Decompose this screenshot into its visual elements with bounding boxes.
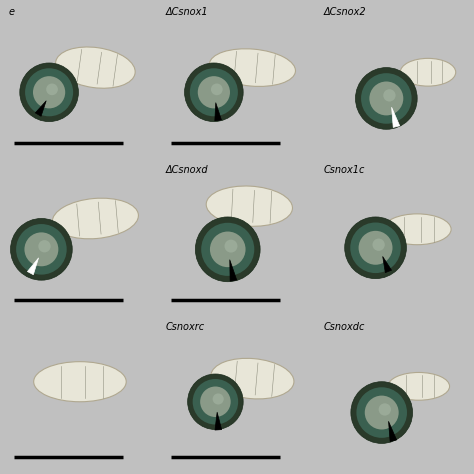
Circle shape [20,63,78,122]
Text: Csnoxrc: Csnoxrc [166,321,205,332]
Circle shape [383,89,396,101]
Ellipse shape [34,362,126,402]
Circle shape [351,382,412,443]
Circle shape [350,222,401,273]
Ellipse shape [211,358,294,399]
Ellipse shape [210,49,295,86]
Text: ΔCsnox2: ΔCsnox2 [323,8,366,18]
Circle shape [356,68,417,129]
Text: ΔCsnoxd: ΔCsnoxd [166,164,209,174]
Circle shape [356,387,407,438]
Ellipse shape [52,198,138,239]
Circle shape [359,231,392,265]
Circle shape [38,240,51,253]
Circle shape [373,238,385,251]
Ellipse shape [388,373,449,400]
Circle shape [369,82,403,115]
Circle shape [211,83,223,95]
Circle shape [195,217,260,282]
Text: Csnox1c: Csnox1c [323,164,365,174]
Ellipse shape [383,214,451,245]
Circle shape [192,379,238,425]
Ellipse shape [400,58,456,86]
Circle shape [188,374,243,429]
Text: e: e [9,8,15,18]
Circle shape [25,68,73,116]
Circle shape [361,73,411,124]
Circle shape [25,232,58,266]
Circle shape [184,63,243,122]
Circle shape [201,223,255,276]
Circle shape [190,68,238,116]
Circle shape [379,403,391,416]
Circle shape [225,240,237,253]
Circle shape [200,386,231,417]
Circle shape [345,217,406,279]
Circle shape [365,396,399,429]
Circle shape [46,83,58,95]
Circle shape [210,231,246,267]
Circle shape [198,76,230,109]
Circle shape [10,219,72,280]
Circle shape [33,76,65,109]
Circle shape [213,393,224,404]
Ellipse shape [55,47,135,88]
Circle shape [16,224,67,274]
Text: Csnoxdc: Csnoxdc [323,321,365,332]
Text: ΔCsnox1: ΔCsnox1 [166,8,209,18]
Ellipse shape [206,186,292,226]
